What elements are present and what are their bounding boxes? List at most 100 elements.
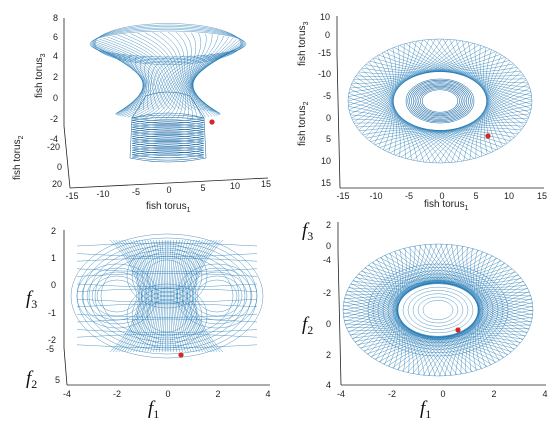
z-tick-label: 2 xyxy=(326,220,331,230)
x-tick-label: -2 xyxy=(388,389,396,399)
mesh-horizontal xyxy=(76,283,258,288)
torus-mesh xyxy=(89,23,247,163)
mesh-strand xyxy=(99,38,181,110)
mesh-strand xyxy=(96,40,176,110)
y-axis-label: f2 xyxy=(302,314,313,337)
mesh-base-ring xyxy=(131,137,205,145)
mesh-ring xyxy=(397,283,479,337)
mesh-sub-lobe xyxy=(186,271,248,321)
mesh-vertical xyxy=(176,239,186,353)
panel-fish-torus-top: 10 0 -15 -10 -5 0 5 10 15 -15 -10 -5 0 5… xyxy=(297,12,547,212)
mesh-base-ring xyxy=(131,128,205,136)
mesh-lobe xyxy=(88,245,246,347)
mesh-vertical xyxy=(138,239,154,353)
mesh-vertical xyxy=(181,239,198,353)
mesh-strand xyxy=(190,32,220,115)
x-tick-label: -4 xyxy=(63,389,71,399)
x-tick-label: -2 xyxy=(113,389,121,399)
y-tick-label: -5 xyxy=(46,344,54,354)
mesh-neck xyxy=(131,91,205,119)
mesh-horizontal xyxy=(76,333,258,338)
y-tick-label: 15 xyxy=(321,178,331,188)
y-tick-label: -20 xyxy=(47,142,60,152)
mesh-base-ring xyxy=(131,149,205,156)
mesh-ring xyxy=(387,277,489,343)
mesh-strand xyxy=(187,41,242,119)
z-axis-label: f3 xyxy=(26,288,37,311)
mesh-strand xyxy=(144,50,229,119)
mesh-ring xyxy=(372,267,504,353)
z-tick-label: 0 xyxy=(325,30,330,40)
x-axis-label-sub: 1 xyxy=(187,207,191,214)
z-tick-label: 6 xyxy=(53,32,58,42)
mesh-vertical xyxy=(167,239,169,353)
mesh-sub-lobe xyxy=(191,275,243,317)
z-axis-label: fish torus3 xyxy=(297,21,310,66)
y-axis-label-text: f xyxy=(302,314,310,335)
x-tick-label: 4 xyxy=(265,389,270,399)
mesh-base-ring xyxy=(131,117,205,124)
mesh-strand xyxy=(152,32,217,113)
x-tick-label: -10 xyxy=(369,191,382,201)
y-axis-label-sub: 2 xyxy=(307,323,313,337)
mesh-outline xyxy=(347,38,533,164)
y-axis-line xyxy=(337,251,342,386)
x-tick-label: -5 xyxy=(405,191,413,201)
mesh-strand xyxy=(192,33,218,116)
mesh-base-ring xyxy=(131,135,205,142)
mesh-vertical xyxy=(156,239,162,353)
mesh-sub-lobe xyxy=(86,271,148,321)
y-tick-label: 0 xyxy=(326,319,331,329)
x-tick-labels: -4 -2 0 2 4 xyxy=(63,389,271,399)
mesh-base-ring xyxy=(131,146,205,154)
mesh-horizontal xyxy=(76,344,258,349)
mesh-strand xyxy=(127,54,206,118)
z-axis-label-sub: 3 xyxy=(31,297,37,311)
y-axis-line xyxy=(336,54,341,189)
panel-f-side: 2 1 0 -1 -2 -5 5 -4 -2 0 2 4 f3 f2 f1 xyxy=(26,226,271,421)
mesh-vertical xyxy=(130,239,149,353)
mesh-sub-lobe xyxy=(196,279,238,313)
y-tick-label: 20 xyxy=(52,179,62,189)
z-tick-label: -2 xyxy=(50,114,58,124)
mesh-ring xyxy=(407,290,469,330)
mesh-vertical xyxy=(171,239,177,353)
mesh-inner-ring xyxy=(416,85,464,117)
y-tick-labels: -5 5 xyxy=(46,344,60,385)
mesh-strand xyxy=(93,42,165,110)
mesh-strand xyxy=(94,41,171,110)
mesh-strand xyxy=(112,51,144,112)
mesh-strand xyxy=(92,43,160,110)
mesh-sub-lobe xyxy=(181,267,253,325)
mesh-inner-ring xyxy=(418,87,462,115)
y-axis-label-text: fish torus xyxy=(12,139,23,180)
x-tick-label: -15 xyxy=(336,191,349,201)
x-tick-label: 10 xyxy=(230,181,240,191)
mesh-vertical xyxy=(133,239,151,353)
mesh-strand xyxy=(112,35,197,111)
y-tick-labels: -15 -10 -5 0 5 10 15 xyxy=(318,48,331,188)
mesh-vertical xyxy=(135,239,152,353)
x-axis-label-sub: 1 xyxy=(465,205,469,212)
mesh-ring xyxy=(412,293,464,327)
x-tick-label: 0 xyxy=(439,191,444,201)
x-tick-label: 5 xyxy=(200,183,205,193)
mesh-strand xyxy=(131,53,213,118)
mesh-ring xyxy=(392,280,484,340)
mesh-vertical xyxy=(168,239,172,353)
mesh-vertical xyxy=(186,239,206,353)
panel-fish-torus-perspective: 8 6 4 2 0 -2 -4 -20 0 20 -15 -10 -5 0 5 … xyxy=(12,13,271,214)
mesh-strand xyxy=(139,51,224,119)
mesh-sub-lobe xyxy=(91,275,143,317)
mesh-horizontal xyxy=(76,314,258,318)
z-axis-label-text: fish torus xyxy=(297,25,308,66)
x-tick-label: 2 xyxy=(491,389,496,399)
z-axis-label-text: f xyxy=(26,288,34,309)
mesh-sub-lobe xyxy=(131,287,203,345)
mesh-vertical xyxy=(112,239,141,353)
mesh-sub-lobe xyxy=(76,263,158,329)
x-tick-label: 0 xyxy=(440,389,445,399)
mesh-inner-ring xyxy=(405,78,475,124)
x-tick-label: 0 xyxy=(166,185,171,195)
